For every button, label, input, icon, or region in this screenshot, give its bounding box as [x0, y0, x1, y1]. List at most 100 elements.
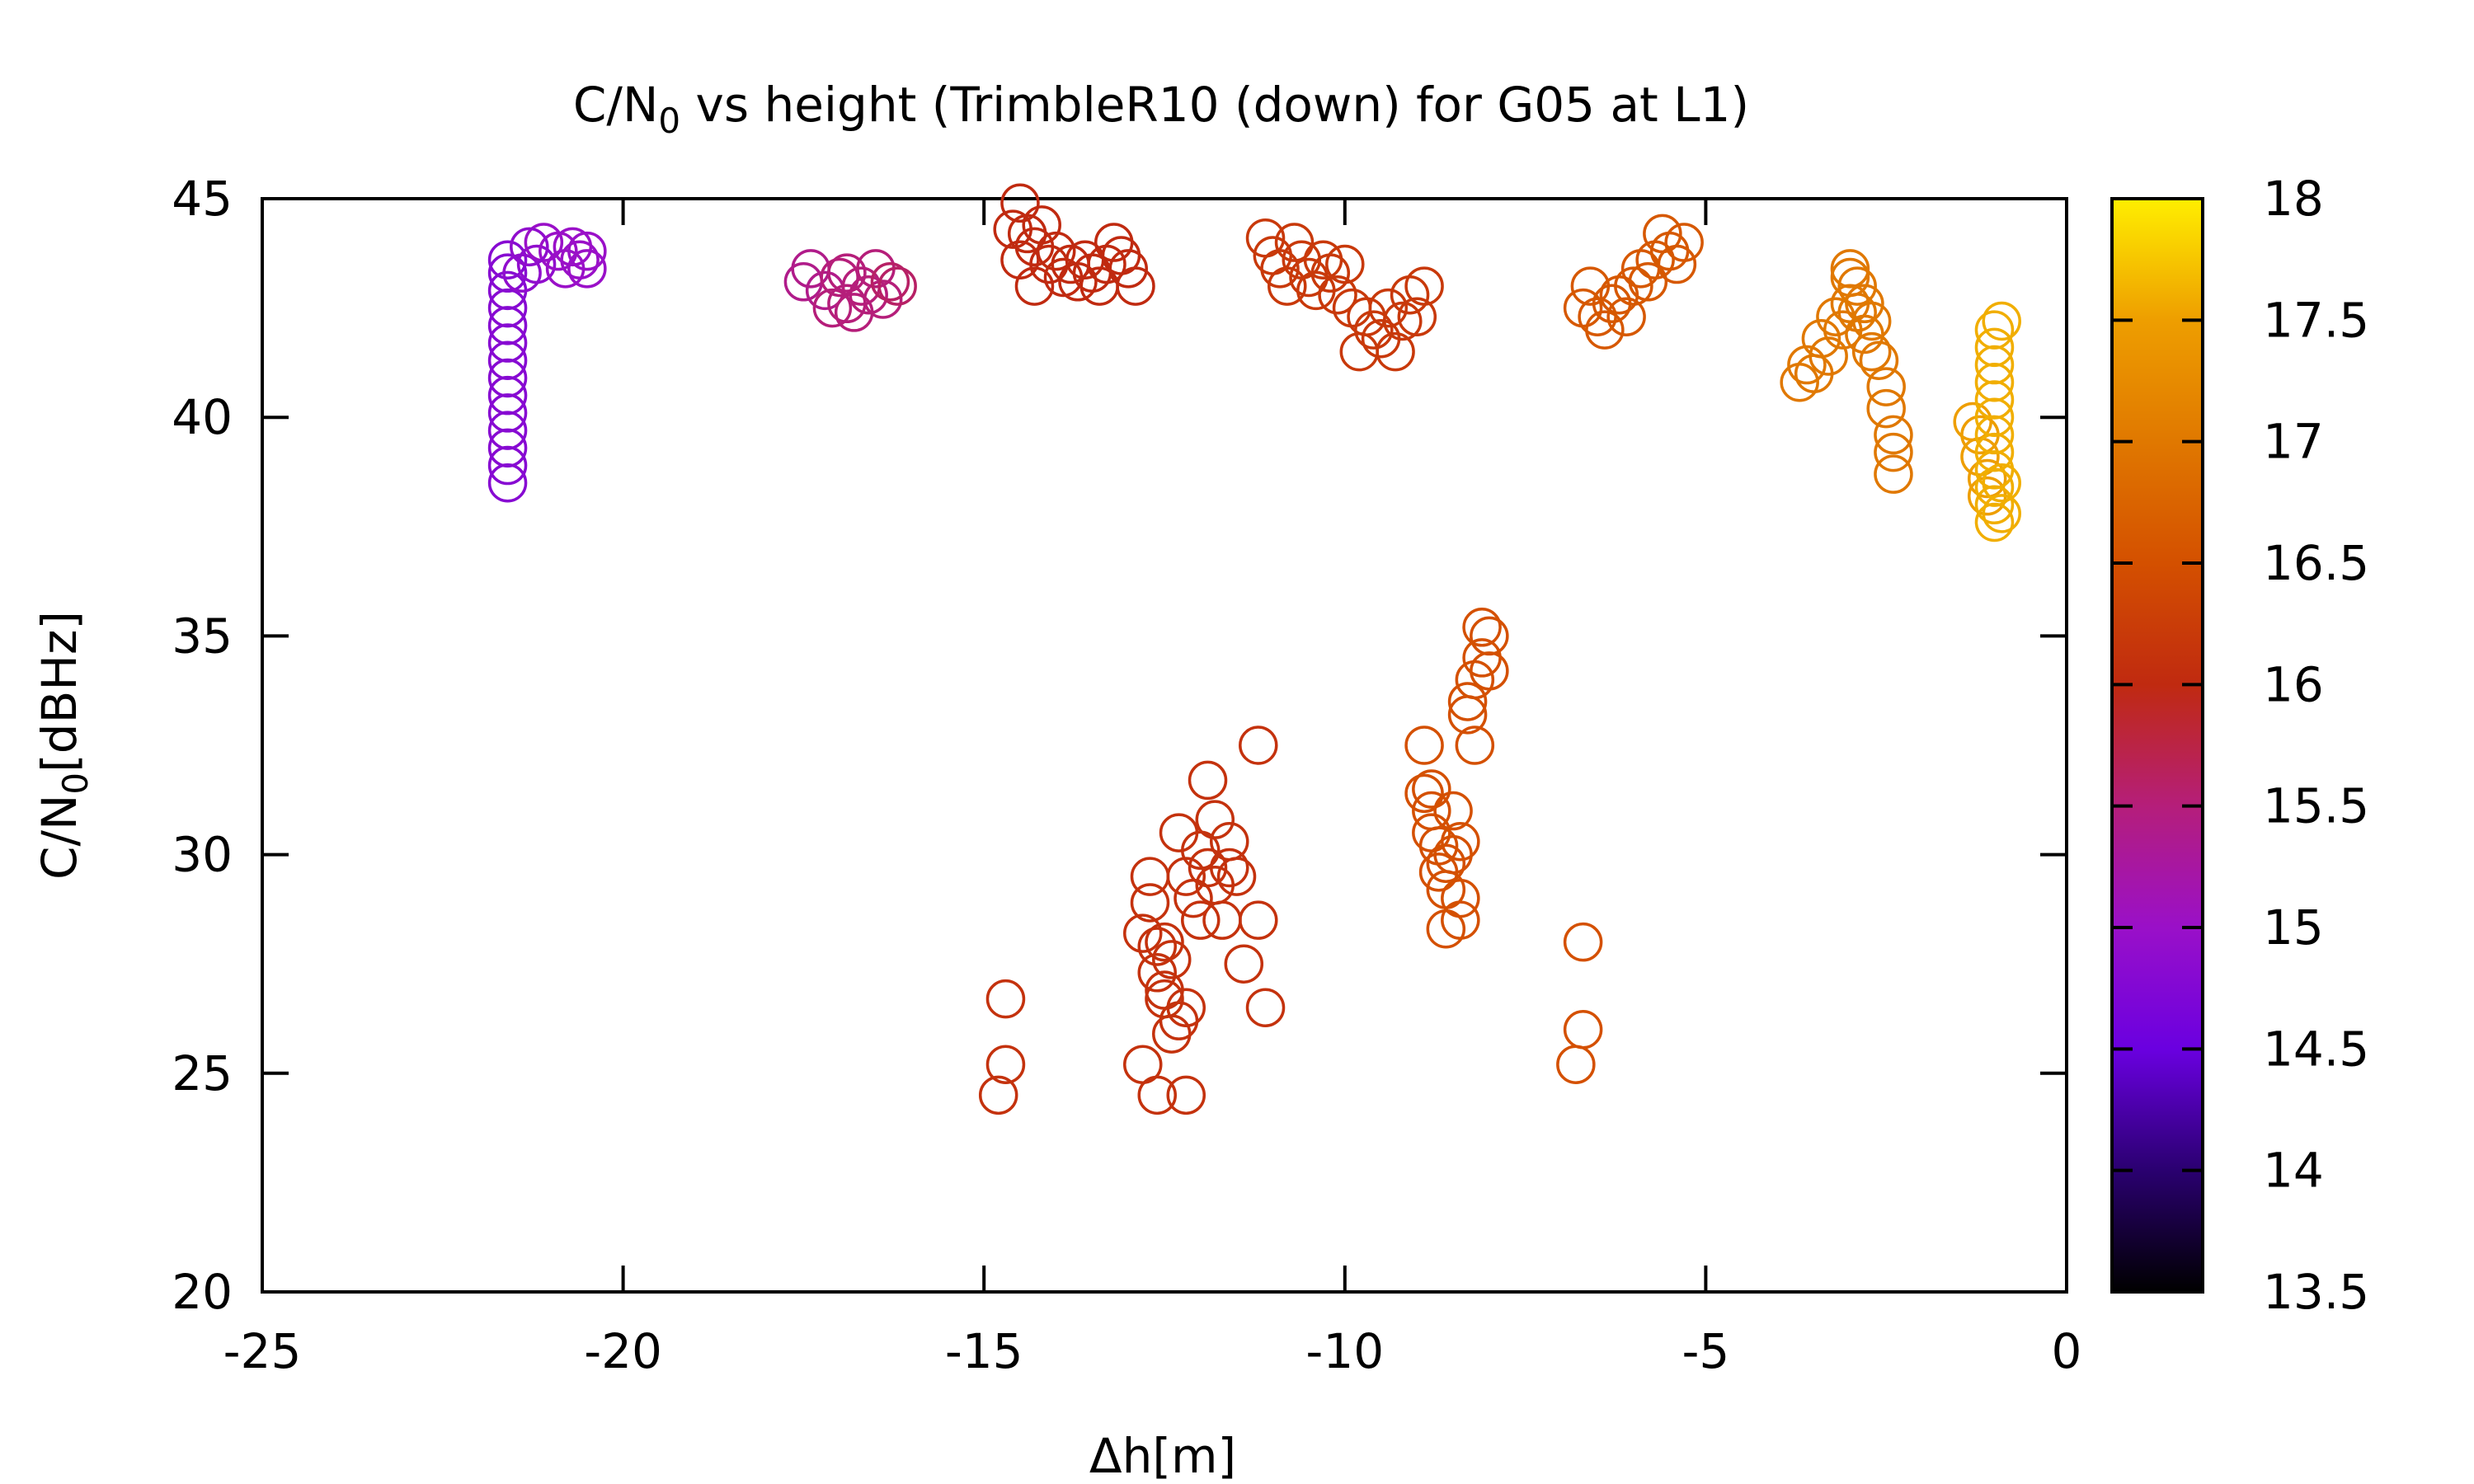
- data-point: [1137, 927, 1177, 966]
- data-point: [1447, 682, 1488, 721]
- data-point: [1000, 240, 1040, 280]
- data-point: [1974, 327, 2015, 368]
- data-point: [1152, 940, 1192, 979]
- data-point: [516, 244, 557, 284]
- data-point: [1426, 843, 1466, 883]
- data-point: [1368, 288, 1409, 328]
- data-point: [1404, 773, 1444, 814]
- data-point: [1260, 249, 1300, 289]
- data-point: [1245, 988, 1286, 1027]
- data-point: [863, 279, 903, 319]
- x-tick-label: 0: [2052, 1323, 2082, 1379]
- data-point: [877, 266, 917, 306]
- data-point: [1787, 345, 1827, 385]
- data-point: [1470, 616, 1509, 656]
- x-axis-label: Δh[m]: [1089, 1428, 1236, 1484]
- data-point: [1801, 318, 1841, 359]
- x-tick-label: -20: [584, 1323, 662, 1379]
- y-tick-label: 35: [172, 608, 233, 664]
- data-point: [1166, 857, 1206, 896]
- data-point: [1664, 223, 1704, 262]
- data-point: [1470, 651, 1509, 691]
- data-point: [1108, 249, 1148, 289]
- data-point: [560, 240, 600, 280]
- y-tick-label: 45: [172, 171, 233, 227]
- data-point: [1845, 284, 1884, 324]
- data-point: [1376, 331, 1415, 372]
- data-point: [1866, 367, 1906, 406]
- data-point: [1441, 878, 1480, 918]
- data-point: [1000, 183, 1040, 223]
- data-point: [1441, 821, 1480, 862]
- data-point: [1982, 463, 2021, 503]
- colorbar-tick-label: 14: [2263, 1143, 2324, 1199]
- data-point: [487, 253, 528, 293]
- data-point: [1137, 953, 1177, 993]
- title-suffix: vs height (TrimbleR10 (down) for G05 at …: [680, 77, 1749, 133]
- data-point: [1022, 205, 1061, 245]
- data-point: [1874, 415, 1913, 455]
- colorbar-tick-label: 17.5: [2263, 292, 2369, 348]
- data-point: [1014, 266, 1055, 306]
- data-points: [487, 183, 2021, 1115]
- data-point: [1216, 857, 1257, 896]
- data-point: [1202, 900, 1242, 940]
- colorbar-tick-label: 15.5: [2263, 778, 2369, 834]
- ylabel-suffix: [dBHz]: [31, 611, 87, 773]
- x-tick-label: -15: [945, 1323, 1023, 1379]
- data-point: [1404, 726, 1444, 765]
- data-point: [1412, 769, 1451, 809]
- data-point: [978, 1075, 1018, 1115]
- data-point: [1122, 913, 1163, 953]
- data-point: [487, 240, 528, 280]
- data-point: [1130, 883, 1170, 923]
- data-point: [1606, 297, 1646, 336]
- data-point: [1325, 244, 1365, 284]
- data-point: [849, 275, 888, 315]
- data-point: [1830, 249, 1870, 289]
- data-point: [1874, 432, 1913, 472]
- data-point: [1657, 244, 1697, 284]
- data-point: [1851, 331, 1892, 372]
- colorbar-tick-label: 14.5: [2263, 1021, 2369, 1077]
- data-point: [1563, 922, 1603, 962]
- data-point: [1441, 900, 1480, 940]
- data-point: [510, 227, 549, 267]
- colorbar-tick-label: 18: [2263, 171, 2324, 227]
- data-point: [1188, 848, 1228, 888]
- data-point: [1967, 458, 2007, 499]
- colorbar-ticks: 13.5 14 14.5 15 15.5 16 16.5 17 17.5 18: [2112, 171, 2369, 1320]
- colorbar: [2110, 197, 2204, 1294]
- y-tick-label: 30: [172, 827, 233, 883]
- data-point: [1354, 310, 1394, 350]
- data-point: [1268, 266, 1307, 306]
- data-point: [783, 262, 824, 302]
- data-point: [1383, 301, 1423, 341]
- data-point: [1181, 900, 1221, 940]
- data-point: [1974, 310, 2015, 350]
- y-tick-label: 20: [172, 1264, 233, 1320]
- data-point: [1556, 1045, 1596, 1084]
- data-point: [1866, 388, 1906, 429]
- chart-title: C/N0 vs height (TrimbleR10 (down) for G0…: [573, 77, 1749, 141]
- colorbar-tick-label: 16.5: [2263, 535, 2369, 591]
- colorbar-tick-label: 16: [2263, 656, 2324, 712]
- data-point: [1152, 1014, 1192, 1054]
- title-subscript: 0: [658, 101, 680, 141]
- data-point: [1874, 454, 1913, 494]
- x-axis: -25 -20 -15 -10 -5 0: [223, 199, 2082, 1379]
- y-tick-label: 40: [172, 389, 233, 445]
- data-point: [993, 209, 1032, 249]
- data-point: [812, 288, 853, 328]
- data-point: [1116, 266, 1155, 306]
- data-point: [827, 253, 867, 293]
- data-point: [1462, 608, 1502, 647]
- data-point: [1614, 266, 1653, 306]
- data-point: [1859, 340, 1899, 380]
- data-point: [1210, 848, 1249, 888]
- data-point: [985, 979, 1026, 1019]
- data-point: [1137, 1075, 1177, 1115]
- data-point: [870, 262, 910, 302]
- data-point: [1318, 275, 1357, 315]
- data-point: [1982, 494, 2021, 533]
